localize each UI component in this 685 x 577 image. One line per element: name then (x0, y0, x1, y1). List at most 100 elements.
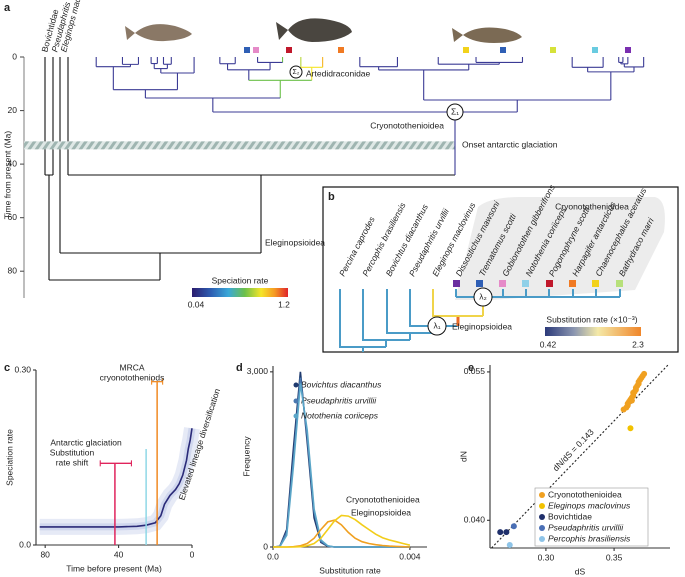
clade-shading (455, 197, 665, 300)
glaciation-label: Onset antarctic glaciation (462, 140, 558, 150)
panel-label: e (468, 362, 474, 374)
rate-line (39, 428, 193, 528)
legend-label: Pseudaphritis urvillii (548, 522, 624, 532)
square (550, 47, 556, 53)
legend-label: Cryonotothenioidea (548, 489, 622, 499)
fish (276, 18, 352, 42)
point (506, 542, 513, 549)
node-symbol: λ₁ (433, 320, 440, 330)
square (253, 47, 259, 53)
point (510, 523, 517, 530)
y-axis-label: Frequency (241, 436, 251, 477)
square (244, 47, 250, 53)
node-marker (473, 287, 493, 307)
x-axis-label: Time before present (Ma) (66, 563, 162, 573)
legend-marker (539, 536, 545, 542)
legend-marker (539, 503, 545, 509)
annotation-label: MRCA (119, 362, 144, 372)
y-tick-label: 80 (8, 265, 18, 275)
label-dot (293, 398, 299, 404)
y-tick-label: 0 (12, 51, 17, 61)
clade-label: Cryonotothenioidea (370, 120, 444, 130)
node-symbol: Σ₁ (451, 106, 459, 116)
annotation-label: cryonototheniods (100, 372, 165, 382)
legend-marker (539, 492, 545, 498)
series-label: Cryonotothenioidea (346, 494, 420, 504)
point (624, 402, 631, 409)
square (625, 47, 631, 53)
point (503, 529, 510, 536)
node-symbol: λ₂ (479, 291, 487, 301)
y-tick-label: 0.055 (464, 366, 486, 376)
square (286, 47, 292, 53)
colorbar (545, 327, 641, 336)
square (569, 280, 576, 287)
density-line (273, 519, 410, 548)
point (627, 425, 634, 432)
annotation-label: Antarctic glaciation (50, 437, 122, 447)
legend-marker (539, 525, 545, 531)
colorbar (192, 288, 288, 297)
square (546, 280, 553, 287)
x-tick-label: 0.30 (538, 552, 555, 562)
x-tick-label: 0.35 (606, 552, 623, 562)
annotation-label: Substitution (50, 447, 95, 457)
branches (44, 57, 455, 281)
panel-b-frame (322, 186, 679, 353)
node-marker (427, 316, 447, 336)
panel-label: d (236, 362, 243, 374)
square (499, 280, 506, 287)
y-tick-label: 0 (263, 541, 268, 551)
clade-label: Artedidraconidae (306, 68, 371, 78)
y-tick-label: 0.0 (19, 539, 31, 549)
fish (452, 27, 522, 43)
square (522, 280, 529, 287)
y-axis-label: Speciation rate (4, 429, 14, 486)
y-axis-label: dN (458, 451, 468, 462)
colorbar-max: 2.3 (632, 339, 644, 349)
clade-squares (244, 47, 631, 53)
colorbar-min: 0.04 (188, 299, 205, 309)
colorbar-title: Speciation rate (212, 275, 269, 285)
x-tick-label: 80 (40, 549, 50, 559)
square (500, 47, 506, 53)
legend-label: Percophis brasiliensis (548, 533, 631, 543)
point (628, 397, 635, 404)
density-line (272, 383, 410, 548)
glaciation-band (24, 141, 455, 150)
y-tick-label: 60 (8, 212, 18, 222)
panel-label: a (4, 2, 11, 14)
reference-label: dN/dS = 0.143 (551, 427, 596, 473)
legend-box (534, 487, 649, 547)
node-marker (446, 103, 464, 121)
fish-illustrations (125, 18, 522, 43)
square (453, 280, 460, 287)
clade-label: Eleginopsioidea (452, 321, 512, 331)
annotation-label: rate shift (56, 457, 89, 467)
x-tick-label: 0.0 (267, 551, 279, 561)
series-label: Bovichtus diacanthus (301, 379, 382, 389)
fish (125, 24, 192, 42)
point (497, 529, 504, 536)
taxon-squares (453, 280, 623, 287)
square (592, 47, 598, 53)
x-tick-label: 0.004 (399, 551, 421, 561)
square (592, 280, 599, 287)
series-label: Notothenia coriiceps (301, 410, 379, 420)
series-label: Eleginopsioidea (351, 507, 411, 517)
panel-label: b (328, 191, 335, 203)
x-axis-label: dS (575, 566, 586, 576)
square (616, 280, 623, 287)
square (463, 47, 469, 53)
y-tick-label: 40 (8, 158, 18, 168)
y-axis-label: Time from present (Ma) (2, 131, 12, 220)
label-dot (293, 413, 299, 419)
panel-label: c (4, 362, 10, 374)
point (641, 370, 648, 377)
square (476, 280, 483, 287)
density-line (273, 514, 411, 548)
legend-label: Eleginops maclovinus (548, 500, 631, 510)
y-tick-label: 0.040 (464, 515, 486, 525)
